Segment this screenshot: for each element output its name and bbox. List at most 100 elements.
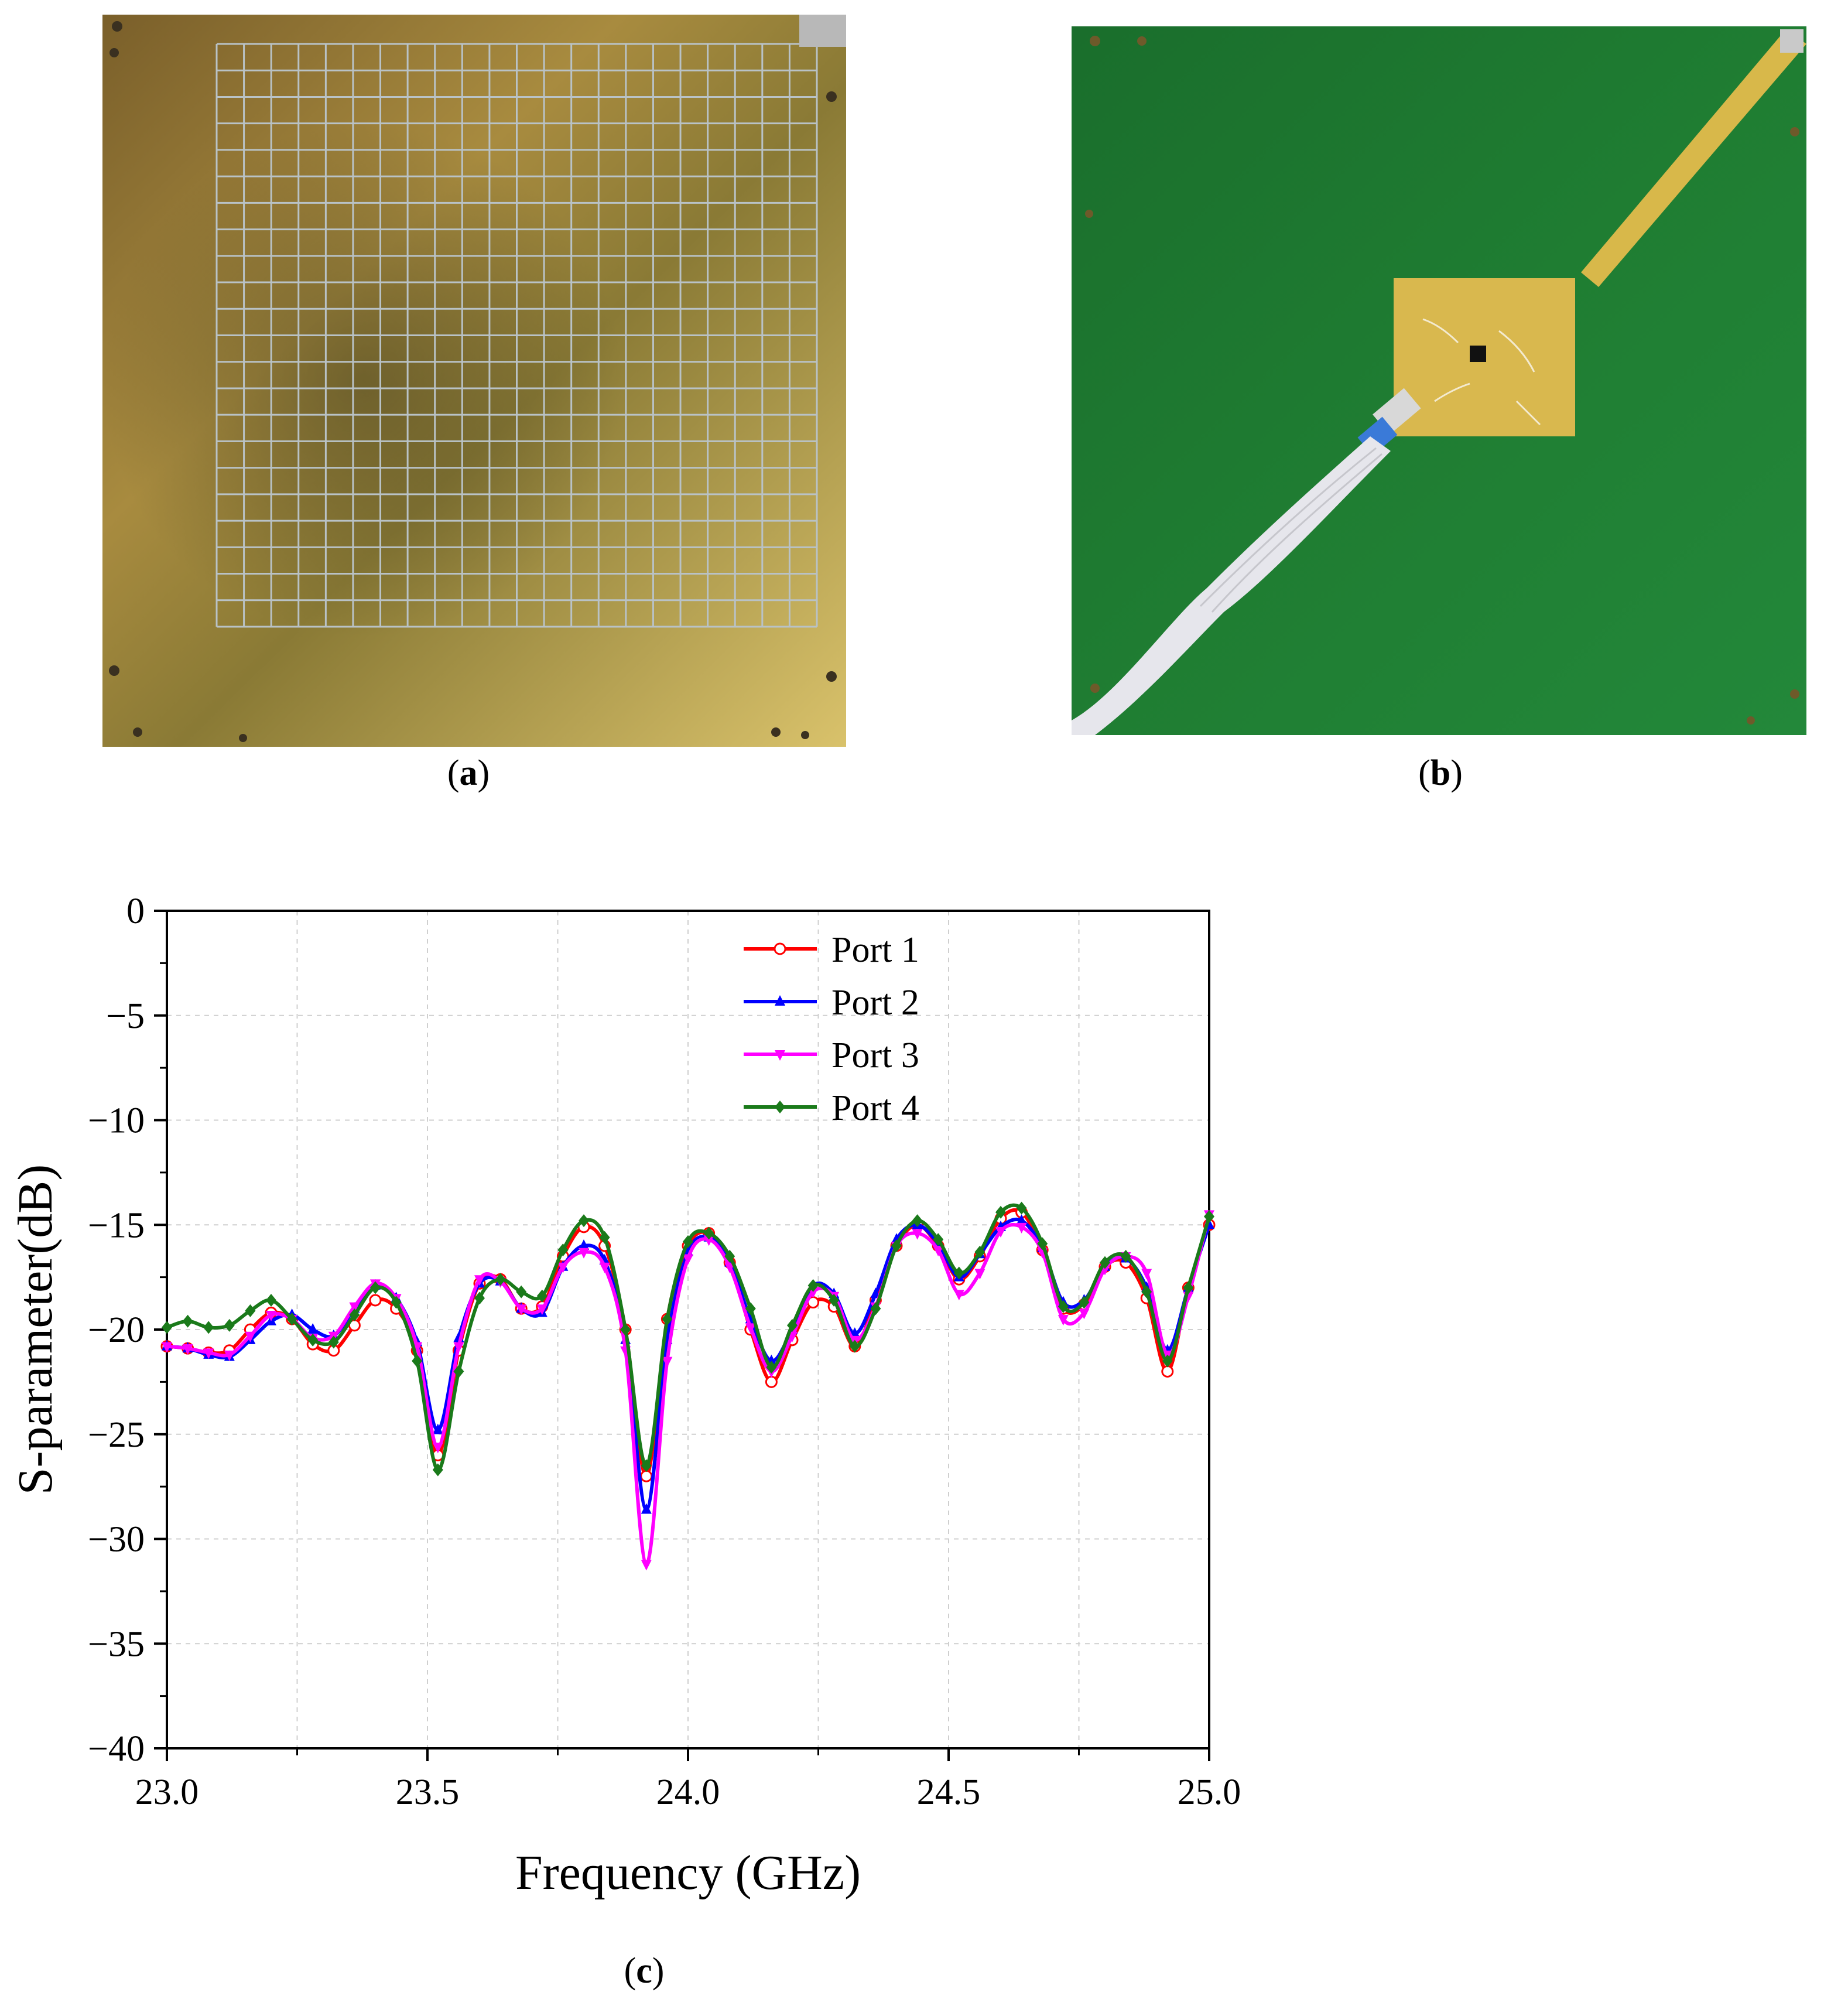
y-tick-label: 0 bbox=[126, 891, 145, 931]
data-point-port-4 bbox=[599, 1231, 610, 1244]
data-point-port-4 bbox=[974, 1245, 985, 1259]
caption-a: (a) bbox=[447, 753, 490, 793]
y-axis-label: S-parameter(dB) bbox=[8, 1164, 63, 1495]
data-point-port-4 bbox=[1058, 1300, 1069, 1313]
caption-c: (c) bbox=[624, 1951, 665, 1991]
data-point-port-4 bbox=[370, 1281, 381, 1294]
data-point-port-4 bbox=[495, 1273, 506, 1286]
data-point-port-4 bbox=[432, 1463, 443, 1477]
data-point-port-3 bbox=[557, 1262, 569, 1273]
series-lines bbox=[160, 1201, 1216, 1571]
data-point-port-2 bbox=[641, 1503, 652, 1514]
x-tick-label: 24.0 bbox=[656, 1772, 720, 1812]
data-point-port-4 bbox=[787, 1318, 798, 1332]
y-tick-label: −25 bbox=[88, 1415, 145, 1455]
data-point-port-4 bbox=[766, 1361, 777, 1374]
data-point-port-3 bbox=[182, 1344, 193, 1355]
data-point-port-3 bbox=[1058, 1315, 1069, 1326]
data-point-port-3 bbox=[953, 1290, 964, 1301]
data-point-port-3 bbox=[266, 1310, 276, 1321]
data-point-port-3 bbox=[516, 1304, 527, 1315]
y-tick-label: −40 bbox=[88, 1729, 145, 1769]
y-tick-label: −5 bbox=[106, 996, 145, 1036]
photo-b-pcb bbox=[1072, 26, 1806, 735]
data-point-port-4 bbox=[683, 1235, 693, 1248]
data-point-port-3 bbox=[933, 1246, 944, 1257]
data-point-port-3 bbox=[224, 1350, 235, 1361]
data-point-port-3 bbox=[245, 1331, 256, 1342]
legend-marker-port-4 bbox=[775, 1101, 785, 1113]
y-tick-label: −10 bbox=[88, 1101, 145, 1141]
legend-label-port-1: Port 1 bbox=[831, 930, 919, 970]
legend-marker-port-1 bbox=[774, 942, 786, 955]
data-point-port-2 bbox=[307, 1323, 319, 1334]
x-tick-labels: 23.0 23.5 24.0 24.5 25.0 bbox=[135, 1772, 1241, 1812]
data-point-port-4 bbox=[870, 1302, 881, 1315]
data-point-port-1 bbox=[765, 1375, 778, 1388]
data-point-port-3 bbox=[683, 1254, 693, 1265]
data-point-port-4 bbox=[328, 1335, 339, 1349]
data-point-port-4 bbox=[1016, 1201, 1027, 1215]
data-point-port-4 bbox=[933, 1233, 944, 1246]
data-point-port-3 bbox=[745, 1323, 756, 1334]
data-point-port-3 bbox=[641, 1560, 652, 1571]
data-point-port-4 bbox=[1037, 1237, 1048, 1250]
data-point-port-3 bbox=[974, 1269, 985, 1280]
data-point-port-3 bbox=[912, 1229, 923, 1240]
data-point-port-4 bbox=[953, 1266, 964, 1280]
data-point-port-4 bbox=[1079, 1296, 1090, 1309]
s-parameter-chart: 23.0 23.5 24.0 24.5 25.0 0 −5 −10 −15 −20 −25 −30 −… bbox=[8, 891, 1241, 1900]
data-point-port-1 bbox=[1161, 1365, 1174, 1378]
x-tick-label: 23.0 bbox=[135, 1772, 199, 1812]
legend-label-port-2: Port 2 bbox=[831, 983, 919, 1023]
data-point-port-3 bbox=[995, 1226, 1006, 1238]
data-point-port-4 bbox=[516, 1285, 527, 1299]
data-point-port-4 bbox=[1204, 1209, 1214, 1223]
data-point-port-3 bbox=[1079, 1308, 1090, 1320]
data-point-port-4 bbox=[349, 1308, 360, 1321]
data-point-port-4 bbox=[1120, 1249, 1131, 1263]
green-pcb-board-image bbox=[1072, 26, 1806, 735]
data-point-port-4 bbox=[662, 1313, 673, 1326]
data-point-port-2 bbox=[579, 1239, 589, 1250]
y-tick-label: −15 bbox=[88, 1205, 145, 1245]
data-point-port-4 bbox=[995, 1205, 1006, 1219]
data-point-port-4 bbox=[745, 1302, 756, 1315]
legend-marker-port-3 bbox=[775, 1050, 785, 1061]
data-point-port-3 bbox=[349, 1302, 360, 1313]
data-point-port-1 bbox=[640, 1470, 653, 1482]
data-point-port-4 bbox=[579, 1214, 589, 1228]
y-tick-label: −30 bbox=[88, 1520, 145, 1560]
legend-label-port-4: Port 4 bbox=[831, 1088, 919, 1128]
data-point-port-4 bbox=[391, 1296, 402, 1309]
data-point-port-4 bbox=[182, 1314, 193, 1328]
data-point-port-4 bbox=[412, 1354, 423, 1368]
data-point-port-4 bbox=[849, 1340, 860, 1353]
data-point-port-3 bbox=[1016, 1222, 1027, 1233]
gold-grid-board-image bbox=[102, 15, 846, 747]
data-point-port-3 bbox=[536, 1304, 547, 1315]
photo-a-metasurface bbox=[102, 15, 846, 747]
data-point-port-4 bbox=[807, 1279, 819, 1292]
data-point-port-2 bbox=[1016, 1214, 1027, 1225]
data-point-port-4 bbox=[245, 1304, 256, 1317]
data-point-port-3 bbox=[579, 1248, 589, 1259]
data-point-port-3 bbox=[162, 1342, 172, 1353]
data-point-port-3 bbox=[203, 1348, 214, 1359]
data-point-port-3 bbox=[453, 1342, 464, 1353]
data-point-port-4 bbox=[1100, 1256, 1110, 1269]
data-point-port-3 bbox=[599, 1262, 610, 1273]
legend-label-port-3: Port 3 bbox=[831, 1036, 919, 1075]
data-point-port-3 bbox=[703, 1235, 714, 1246]
data-point-port-4 bbox=[286, 1313, 297, 1326]
data-point-port-4 bbox=[162, 1321, 172, 1334]
data-point-port-3 bbox=[432, 1443, 443, 1454]
data-point-port-4 bbox=[641, 1459, 652, 1472]
y-tick-label: −20 bbox=[88, 1310, 145, 1350]
data-point-port-4 bbox=[203, 1321, 214, 1334]
data-point-port-3 bbox=[1141, 1269, 1152, 1280]
data-point-port-3 bbox=[662, 1356, 673, 1368]
data-point-port-3 bbox=[474, 1275, 485, 1286]
data-point-port-4 bbox=[557, 1243, 569, 1257]
data-point-port-4 bbox=[1141, 1285, 1152, 1299]
